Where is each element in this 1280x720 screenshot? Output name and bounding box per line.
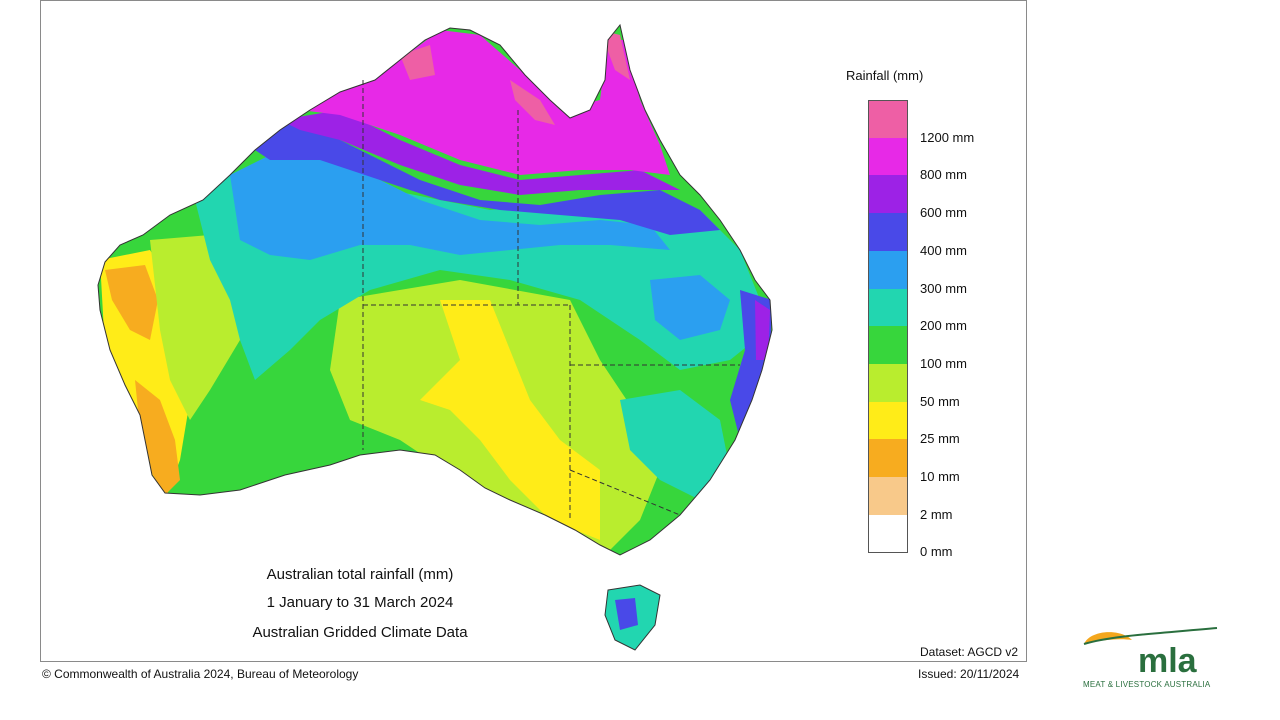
legend-swatch	[868, 100, 908, 138]
legend-swatch	[868, 250, 908, 289]
legend-swatch	[868, 363, 908, 402]
logo-subtitle: MEAT & LIVESTOCK AUSTRALIA	[1083, 680, 1211, 689]
legend-title: Rainfall (mm)	[846, 68, 924, 83]
legend-swatch	[868, 137, 908, 176]
copyright-notice: © Commonwealth of Australia 2024, Bureau…	[42, 667, 359, 681]
legend-label: 50 mm	[920, 393, 960, 409]
map-date-range: 1 January to 31 March 2024	[266, 594, 454, 611]
legend-swatch	[868, 401, 908, 440]
legend-swatch	[868, 326, 908, 365]
logo-wordmark: mla	[1138, 642, 1198, 680]
legend-label: 400 mm	[920, 242, 967, 258]
legend-swatch	[868, 213, 908, 252]
legend-label: 800 mm	[920, 167, 967, 183]
legend-swatch	[868, 439, 908, 478]
legend-label: 100 mm	[920, 355, 967, 371]
legend-swatch	[868, 477, 908, 515]
legend-label: 2 mm	[920, 506, 953, 522]
legend-label: 1200 mm	[920, 129, 975, 145]
legend-label: 300 mm	[920, 280, 967, 296]
legend-label: 10 mm	[920, 469, 960, 484]
map-title: Australian total rainfall (mm)	[266, 566, 454, 583]
logo-hill-icon	[1083, 627, 1218, 645]
issued-date: Issued: 20/11/2024	[918, 667, 1020, 681]
legend-swatch	[868, 175, 908, 214]
legend-swatch	[868, 514, 908, 553]
mla-logo: mla	[1083, 627, 1218, 680]
legend-label: 25 mm	[920, 431, 960, 447]
legend-swatch	[868, 288, 908, 327]
legend-label: 600 mm	[920, 205, 967, 221]
map-source: Australian Gridded Climate Data	[252, 624, 468, 641]
rainfall-map	[97, 23, 773, 651]
legend-label: 200 mm	[920, 318, 967, 334]
dataset-label: Dataset: AGCD v2	[920, 645, 1019, 659]
state-borders	[362, 80, 740, 520]
legend-label: 0 mm	[920, 544, 953, 560]
